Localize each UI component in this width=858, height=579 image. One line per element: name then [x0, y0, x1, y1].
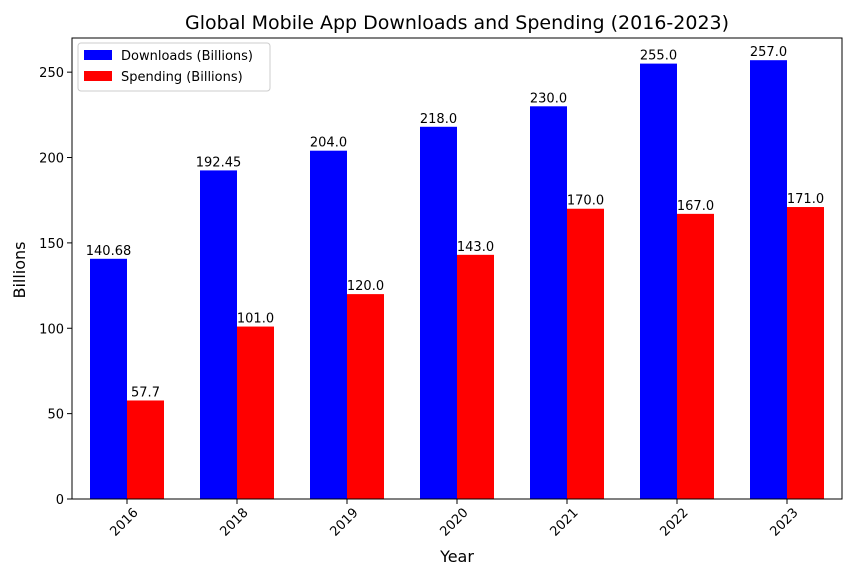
legend-label: Spending (Billions) — [121, 70, 243, 85]
x-tick-label: 2023 — [768, 506, 802, 540]
bar — [127, 400, 164, 499]
y-axis-label: Billions — [10, 241, 29, 298]
data-label: 171.0 — [787, 192, 824, 207]
data-label: 204.0 — [310, 136, 347, 151]
data-label: 192.45 — [196, 155, 242, 170]
chart-title: Global Mobile App Downloads and Spending… — [185, 12, 729, 34]
legend-swatch — [84, 71, 112, 81]
bar — [750, 60, 787, 499]
bar — [457, 254, 494, 499]
legend-box — [77, 42, 271, 92]
data-label: 101.0 — [237, 312, 274, 327]
y-tick-label: 250 — [39, 66, 64, 81]
bar — [90, 258, 127, 499]
data-label: 218.0 — [420, 112, 457, 127]
plot-area: 140.68 192.45 204.0 218.0 230.0 255.0 257.0 57.… — [39, 37, 843, 540]
data-label: 120.0 — [347, 279, 384, 294]
data-label: 255.0 — [640, 49, 677, 64]
bar — [200, 170, 237, 499]
data-label: 57.7 — [131, 385, 160, 400]
data-label: 257.0 — [750, 45, 787, 60]
bar — [567, 208, 604, 500]
legend-swatch — [84, 50, 112, 60]
data-label: 170.0 — [567, 194, 604, 209]
x-tick-label: 2018 — [218, 506, 252, 540]
data-label: 230.0 — [530, 91, 567, 106]
legend: Downloads (Billions) Spending (Billions) — [77, 42, 271, 92]
x-axis-label: Year — [439, 547, 474, 566]
legend-label: Downloads (Billions) — [121, 49, 253, 64]
x-tick-label: 2020 — [438, 506, 472, 540]
x-tick-label: 2016 — [108, 506, 142, 540]
y-tick-label: 50 — [47, 408, 64, 423]
data-label: 140.68 — [86, 244, 132, 259]
y-tick-label: 0 — [56, 493, 64, 508]
x-tick-label: 2019 — [328, 506, 362, 540]
bar — [310, 150, 347, 499]
bar — [640, 63, 677, 500]
bar — [530, 106, 567, 500]
y-tick-label: 200 — [39, 152, 64, 167]
data-label: 167.0 — [677, 199, 714, 214]
x-tick-label: 2021 — [548, 506, 582, 540]
data-label: 143.0 — [457, 240, 494, 255]
bar — [787, 207, 824, 499]
bar — [420, 126, 457, 499]
x-tick-label: 2022 — [658, 506, 692, 540]
y-tick-label: 150 — [39, 237, 64, 252]
bar — [347, 294, 384, 499]
bar — [237, 326, 274, 499]
bar — [677, 213, 714, 500]
y-tick-label: 100 — [39, 322, 64, 337]
